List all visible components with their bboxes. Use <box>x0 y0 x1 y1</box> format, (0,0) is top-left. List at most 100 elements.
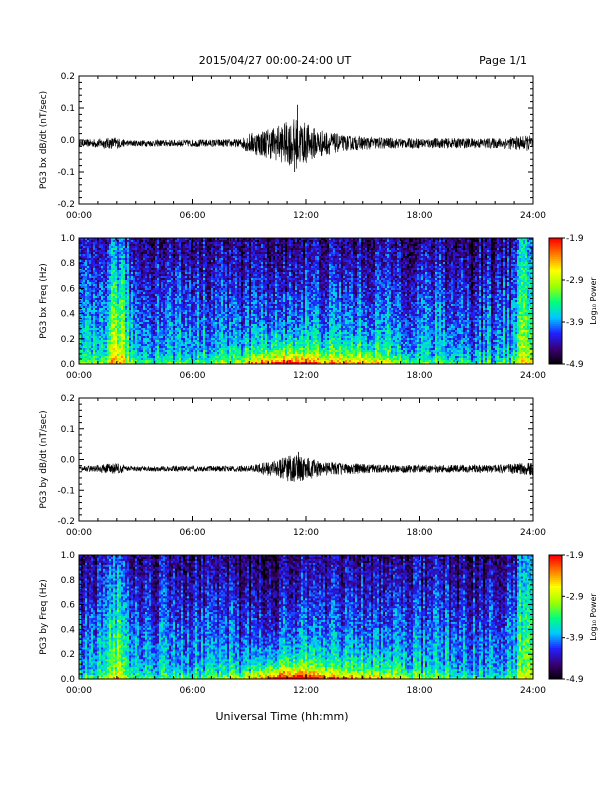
heatmap-cell <box>125 304 127 306</box>
heatmap-cell <box>95 260 97 262</box>
heatmap-cell <box>189 312 191 314</box>
heatmap-cell <box>223 356 225 358</box>
heatmap-cell <box>209 294 211 296</box>
heatmap-cell <box>111 270 113 272</box>
heatmap-cell <box>177 246 179 248</box>
heatmap-cell <box>143 264 145 266</box>
heatmap-cell <box>89 262 91 264</box>
heatmap-cell <box>231 242 233 244</box>
heatmap-cell <box>139 302 141 304</box>
heatmap-cell <box>85 290 87 292</box>
heatmap-cell <box>171 258 173 260</box>
heatmap-cell <box>109 328 111 330</box>
heatmap-cell <box>107 276 109 278</box>
heatmap-cell <box>105 296 107 298</box>
heatmap-cell <box>223 348 225 350</box>
heatmap-cell <box>119 332 121 334</box>
heatmap-cell <box>143 280 145 282</box>
heatmap-cell <box>189 356 191 358</box>
heatmap-cell <box>99 310 101 312</box>
heatmap-cell <box>223 284 225 286</box>
heatmap-cell <box>87 288 89 290</box>
heatmap-cell <box>95 360 97 362</box>
heatmap-cell <box>95 352 97 354</box>
heatmap-cell <box>193 346 195 348</box>
heatmap-cell <box>145 314 147 316</box>
heatmap-cell <box>103 298 105 300</box>
heatmap-cell <box>205 258 207 260</box>
heatmap-cell <box>137 344 139 346</box>
heatmap-cell <box>215 240 217 242</box>
heatmap-cell <box>195 322 197 324</box>
heatmap-cell <box>111 328 113 330</box>
heatmap-cell <box>163 358 165 360</box>
heatmap-cell <box>171 300 173 302</box>
heatmap-cell <box>157 300 159 302</box>
heatmap-cell <box>109 318 111 320</box>
heatmap-cell <box>147 258 149 260</box>
heatmap-cell <box>165 274 167 276</box>
heatmap-cell <box>115 272 117 274</box>
heatmap-cell <box>95 298 97 300</box>
heatmap-cell <box>135 344 137 346</box>
heatmap-cell <box>145 258 147 260</box>
heatmap-cell <box>149 328 151 330</box>
heatmap-cell <box>227 284 229 286</box>
heatmap-cell <box>141 260 143 262</box>
heatmap-cell <box>169 274 171 276</box>
heatmap-cell <box>227 360 229 362</box>
heatmap-cell <box>127 314 129 316</box>
heatmap-cell <box>143 308 145 310</box>
heatmap-cell <box>149 350 151 352</box>
heatmap-cell <box>103 360 105 362</box>
heatmap-cell <box>193 348 195 350</box>
heatmap-cell <box>233 260 235 262</box>
heatmap-cell <box>159 264 161 266</box>
heatmap-cell <box>103 342 105 344</box>
heatmap-cell <box>195 350 197 352</box>
heatmap-cell <box>209 332 211 334</box>
heatmap-cell <box>117 290 119 292</box>
heatmap-cell <box>231 292 233 294</box>
heatmap-cell <box>177 292 179 294</box>
heatmap-cell <box>133 342 135 344</box>
heatmap-cell <box>185 292 187 294</box>
heatmap-cell <box>99 352 101 354</box>
heatmap-cell <box>179 280 181 282</box>
heatmap-cell <box>163 290 165 292</box>
heatmap-cell <box>103 308 105 310</box>
heatmap-cell <box>225 254 227 256</box>
heatmap-cell <box>121 270 123 272</box>
heatmap-cell <box>191 322 193 324</box>
heatmap-cell <box>171 334 173 336</box>
heatmap-cell <box>193 326 195 328</box>
heatmap-cell <box>81 326 83 328</box>
heatmap-cell <box>177 266 179 268</box>
heatmap-cell <box>231 264 233 266</box>
heatmap-cell <box>219 322 221 324</box>
heatmap-cell <box>95 256 97 258</box>
heatmap-cell <box>129 328 131 330</box>
heatmap-cell <box>225 276 227 278</box>
heatmap-cell <box>211 350 213 352</box>
heatmap-cell <box>167 280 169 282</box>
heatmap-cell <box>171 312 173 314</box>
heatmap-cell <box>141 286 143 288</box>
heatmap-cell <box>201 334 203 336</box>
heatmap-cell <box>97 260 99 262</box>
heatmap-cell <box>97 290 99 292</box>
heatmap-cell <box>127 244 129 246</box>
heatmap-cell <box>99 322 101 324</box>
heatmap-cell <box>95 332 97 334</box>
heatmap-cell <box>147 278 149 280</box>
heatmap-cell <box>149 246 151 248</box>
heatmap-cell <box>199 262 201 264</box>
heatmap-cell <box>107 340 109 342</box>
heatmap-cell <box>159 302 161 304</box>
heatmap-cell <box>181 258 183 260</box>
heatmap-cell <box>87 276 89 278</box>
heatmap-cell <box>177 260 179 262</box>
heatmap-cell <box>127 300 129 302</box>
heatmap-cell <box>155 320 157 322</box>
heatmap-cell <box>123 340 125 342</box>
